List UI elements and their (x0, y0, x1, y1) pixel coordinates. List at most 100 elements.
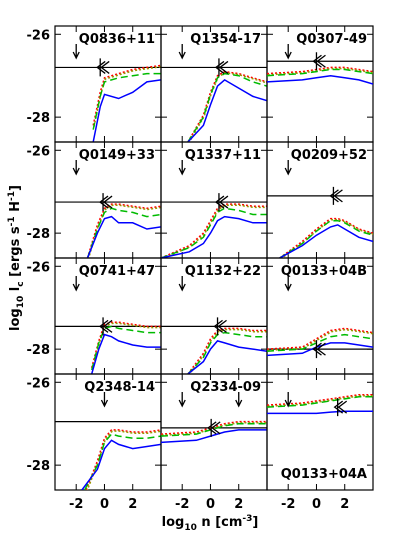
left-arrow-icon (96, 58, 110, 77)
x-tick-label: 0 (312, 497, 321, 512)
down-arrow-icon (284, 392, 292, 408)
left-arrow-icon (329, 186, 343, 205)
left-arrow-icon (98, 317, 113, 336)
panel-frame (266, 373, 374, 491)
series-blue-solid (267, 74, 373, 85)
left-arrow-icon (312, 340, 326, 359)
panel-Q2348-14: Q2348-14 (54, 373, 162, 491)
series-olive-dotted (267, 395, 373, 408)
panel-Q0836+11: Q0836+11 (54, 25, 162, 143)
series-olive-dotted (161, 422, 267, 437)
panel-title: Q0133+04B (281, 264, 367, 279)
left-arrow-icon (98, 193, 113, 212)
down-arrow-icon (72, 44, 80, 60)
x-tick-label: 0 (206, 497, 215, 512)
panel-title: Q0209+52 (291, 148, 367, 163)
series-green-dashed (279, 219, 373, 258)
series-olive-dotted (188, 72, 267, 142)
series-green-dashed (86, 207, 161, 258)
down-arrow-icon (284, 160, 292, 176)
y-tick-label: -28 (27, 227, 51, 242)
panel-title: Q0741+47 (79, 264, 155, 279)
series-red-dotted (267, 66, 373, 75)
series-red-dotted (90, 321, 161, 368)
panel-Q1354-17: Q1354-17 (160, 25, 268, 143)
series-red-dotted (161, 203, 267, 258)
panel-Q0149+33: Q0149+33 (54, 141, 162, 259)
series-blue-solid (81, 439, 161, 490)
panel-Q1132+22: Q1132+22 (160, 257, 268, 375)
left-arrow-icon (214, 193, 229, 212)
panel-Q0133+04B: Q0133+04B (266, 257, 374, 375)
series-red-dotted (86, 203, 161, 258)
y-tick-label: -28 (27, 111, 51, 126)
panel-title: Q0307-49 (296, 32, 367, 47)
panel-title: Q2334-09 (190, 380, 261, 395)
panel-title: Q1354-17 (190, 32, 261, 47)
x-tick-label: -2 (175, 497, 189, 512)
series-blue-solid (279, 224, 373, 258)
panel-grid: Q0836+11 Q1354-17 Q0307-49 Q0149+33 Q1337+11… (54, 25, 374, 491)
down-arrow-icon (178, 160, 186, 176)
series-olive-dotted (280, 219, 373, 258)
series-blue-solid (92, 79, 161, 142)
series-blue-solid (86, 215, 161, 258)
series-red-dotted (187, 327, 267, 374)
x-tick-label: 0 (100, 497, 109, 512)
series-blue-solid (90, 333, 161, 374)
series-blue-solid (267, 342, 373, 357)
series-green-dashed (90, 325, 161, 371)
panel-Q0133+04A: Q0133+04A (266, 373, 374, 491)
x-tick-labels: -2 0 2 -2 0 2 -2 0 2 (69, 497, 349, 512)
series-green-dashed (267, 68, 373, 77)
series-green-dashed (267, 333, 373, 352)
series-blue-solid (187, 340, 267, 374)
y-tick-labels: -26 -28 -26 -28 -26 -28 -26 -28 (27, 28, 51, 474)
panel-Q0741+47: Q0741+47 (54, 257, 162, 375)
x-tick-label: -2 (69, 497, 83, 512)
left-arrow-icon (312, 52, 326, 71)
panel-Q2334-09: Q2334-09 (160, 373, 268, 491)
series-olive-dotted (91, 322, 161, 370)
down-arrow-icon (72, 160, 80, 176)
y-tick-label: -28 (27, 343, 51, 358)
series-red-dotted (267, 327, 373, 350)
series-red-dotted (279, 217, 373, 258)
series-green-dashed (84, 433, 161, 490)
x-tick-label: 2 (128, 497, 137, 512)
series-red-dotted (85, 429, 161, 490)
series-blue-solid (161, 429, 267, 444)
series-red-dotted (267, 393, 373, 406)
x-tick-label: 2 (234, 497, 243, 512)
series-green-dashed (92, 72, 161, 130)
series-olive-dotted (162, 204, 267, 258)
y-tick-label: -28 (27, 459, 51, 474)
panel-title: Q2348-14 (84, 380, 155, 395)
down-arrow-icon (284, 44, 292, 60)
y-tick-label: -26 (27, 376, 51, 391)
left-arrow-icon (213, 317, 227, 336)
y-tick-label: -26 (27, 144, 51, 159)
series-red-dotted (161, 420, 267, 435)
panel-Q0307-49: Q0307-49 (266, 25, 374, 143)
series-green-dashed (187, 72, 267, 142)
down-arrow-icon (235, 392, 243, 408)
series-olive-dotted (267, 328, 373, 352)
down-arrow-icon (178, 276, 186, 292)
series-olive-dotted (87, 204, 161, 258)
panel-title: Q0149+33 (79, 148, 155, 163)
y-tick-label: -26 (27, 28, 51, 43)
series-green-dashed (161, 422, 267, 437)
panel-title: Q0133+04A (281, 467, 367, 482)
down-arrow-icon (72, 276, 80, 292)
series-red-dotted (187, 70, 267, 142)
series-olive-dotted (86, 430, 161, 490)
series-blue-solid (161, 215, 267, 258)
series-olive-dotted (267, 67, 373, 76)
panel-title: Q1337+11 (185, 148, 261, 163)
down-arrow-icon (284, 276, 292, 292)
y-tick-label: -26 (27, 260, 51, 275)
x-axis-label: log10 n [cm-3] (162, 514, 259, 533)
series-green-dashed (267, 396, 373, 408)
